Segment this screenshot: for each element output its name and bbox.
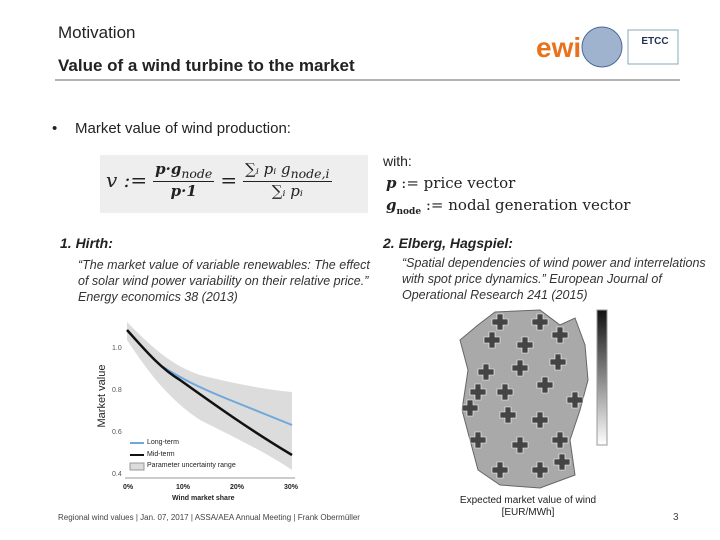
map-marker (531, 411, 549, 429)
map-marker (531, 313, 549, 331)
reference-label: 1. Hirth: (60, 235, 113, 251)
map-caption: Expected market value of wind [EUR/MWh] (459, 495, 597, 518)
logo-badge: ETCC (641, 36, 668, 47)
symbol: p (386, 174, 397, 192)
x-tick-label: 10% (176, 484, 191, 491)
bullet-text: Market value of wind production: (75, 120, 291, 137)
reference-label: 2. Elberg, Hagspiel: (383, 235, 513, 251)
y-tick-label: 0.8 (112, 387, 122, 394)
numerator: p·gnode (153, 160, 215, 182)
y-tick-label: 1.0 (112, 345, 122, 352)
num-sub: node,i (290, 166, 330, 181)
legend-label: Mid-term (147, 451, 175, 458)
legend-swatch (129, 462, 145, 471)
map-marker (461, 399, 479, 417)
x-tick-label: 20% (230, 484, 245, 491)
fraction: ∑ᵢ pᵢ gnode,i ∑ᵢ pᵢ (243, 160, 332, 200)
map-marker (477, 363, 495, 381)
footer-text: Regional wind values | Jan. 07, 2017 | A… (58, 513, 360, 522)
fraction: p·gnode p·1 (153, 160, 215, 200)
map-marker (469, 383, 487, 401)
definition-text: := price vector (401, 174, 516, 192)
long-term-line (159, 364, 293, 426)
legend-label: Long-term (147, 439, 179, 446)
map-marker (531, 461, 549, 479)
logo-seal (581, 26, 623, 68)
num-sub: node (181, 166, 213, 181)
formula: v := p·gnode p·1 = ∑ᵢ pᵢ gnode,i ∑ᵢ pᵢ (106, 160, 332, 200)
numerator: ∑ᵢ pᵢ gnode,i (243, 160, 332, 182)
map-marker (551, 326, 569, 344)
definitions: p := price vector gnode := nodal generat… (386, 172, 630, 223)
uncertainty-band (127, 322, 292, 470)
symbol-sub: node (396, 207, 422, 217)
definition: p := price vector (386, 172, 630, 194)
page-number: 3 (673, 512, 679, 523)
map-marker (499, 406, 517, 424)
definition: gnode := nodal generation vector (386, 194, 630, 223)
denominator: p·1 (170, 182, 197, 200)
y-tick-label: 0.6 (112, 429, 122, 436)
bullet-dot: • (52, 120, 58, 137)
formula-eq: = (220, 168, 238, 192)
logo-text: ewi (536, 32, 581, 63)
num-text: p·g (155, 160, 182, 178)
map-marker (551, 431, 569, 449)
map-marker (553, 453, 571, 471)
y-tick-label: 0.4 (112, 471, 122, 478)
logo-badge-box (627, 29, 679, 65)
map-marker (491, 313, 509, 331)
formula-lhs: v := (106, 168, 148, 192)
map-marker (496, 383, 514, 401)
formula-box (100, 155, 368, 213)
definition-text: := nodal generation vector (425, 196, 631, 214)
reference-citation: “The market value of variable renewables… (78, 258, 370, 304)
denominator: ∑ᵢ pᵢ (271, 182, 303, 200)
map-markers (461, 313, 584, 479)
mid-term-line (126, 329, 293, 457)
with-label: with: (383, 153, 412, 169)
map-marker (516, 336, 534, 354)
legend-label: Parameter uncertainty range (147, 462, 236, 469)
map-marker (483, 331, 501, 349)
y-axis-label: Market value (96, 364, 108, 428)
map-marker (491, 461, 509, 479)
colorbar (596, 309, 608, 446)
symbol: g (386, 196, 397, 214)
section-title: Motivation (58, 23, 136, 42)
num-text: ∑ᵢ pᵢ g (245, 160, 291, 178)
x-tick-label: 30% (284, 484, 299, 491)
map-marker (511, 359, 529, 377)
map-marker (511, 436, 529, 454)
reference-citation: “Spatial dependencies of wind power and … (402, 256, 706, 302)
slide-title: Value of a wind turbine to the market (58, 56, 355, 75)
map-marker (469, 431, 487, 449)
map-marker (549, 353, 567, 371)
x-axis-label: Wind market share (172, 495, 235, 502)
map-marker (566, 391, 584, 409)
map-marker (536, 376, 554, 394)
x-tick-label: 0% (123, 484, 134, 491)
